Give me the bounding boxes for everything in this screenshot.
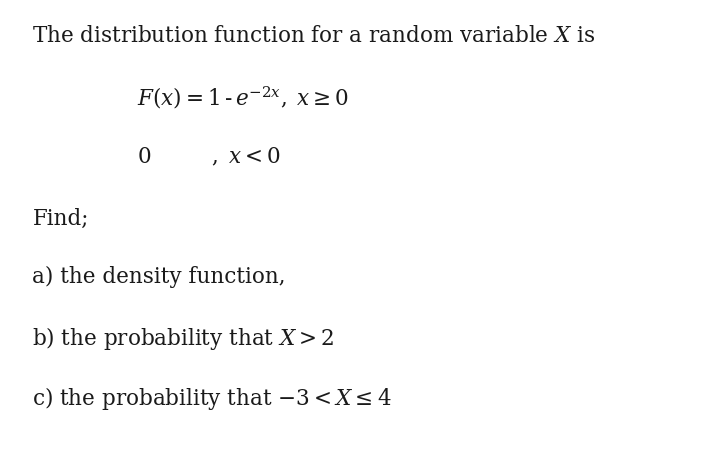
Text: $0 \qquad\quad ,\; x < 0$: $0 \qquad\quad ,\; x < 0$ (137, 147, 281, 169)
Text: a) the density function,: a) the density function, (32, 266, 286, 288)
Text: c) the probability that $-3 < X \leq 4$: c) the probability that $-3 < X \leq 4$ (32, 385, 392, 412)
Text: The distribution function for a random variable $X$ is: The distribution function for a random v… (32, 25, 596, 47)
Text: b) the probability that $X > 2$: b) the probability that $X > 2$ (32, 325, 335, 352)
Text: Find;: Find; (32, 208, 89, 230)
Text: $F(x) = 1 \mathrm{\,\text{-}\,} e^{-2x},\; x \geq 0$: $F(x) = 1 \mathrm{\,\text{-}\,} e^{-2x},… (137, 85, 349, 111)
